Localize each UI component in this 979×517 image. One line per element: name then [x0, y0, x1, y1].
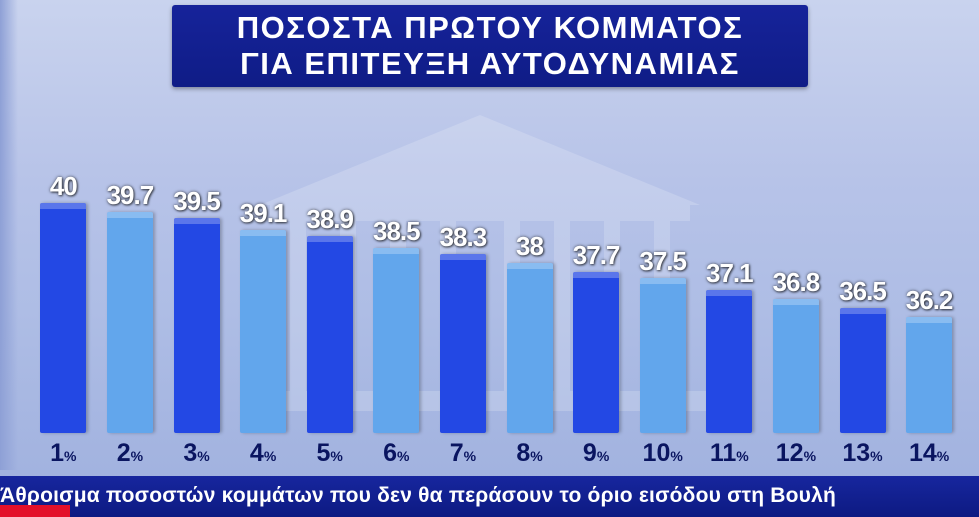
category-label-8: 8% [490, 439, 570, 470]
category-number: 6 [383, 439, 398, 467]
category-label-12: 12% [756, 439, 836, 470]
left-edge-shade [0, 0, 18, 470]
category-percent-sign: % [530, 448, 543, 464]
bar-12 [772, 299, 819, 433]
bar-13 [839, 308, 886, 433]
bar-5 [306, 236, 353, 433]
category-label-5: 5% [290, 439, 370, 470]
category-percent-sign: % [64, 448, 77, 464]
bar-1 [40, 203, 87, 433]
bar-3 [173, 218, 220, 433]
bar-6 [373, 248, 420, 433]
bar-10 [639, 278, 686, 433]
category-label-3: 3% [157, 439, 237, 470]
value-label-6: 38.5 [372, 216, 421, 246]
value-label-4: 39.1 [239, 198, 288, 228]
category-percent-sign: % [130, 448, 144, 464]
category-number: 8 [516, 439, 531, 467]
category-percent-sign: % [463, 448, 477, 464]
category-label-4: 4% [223, 439, 303, 470]
value-label-9: 37.7 [572, 240, 621, 270]
value-label-3: 39.5 [173, 186, 221, 216]
category-number: 11 [709, 439, 737, 467]
value-label-14: 36.2 [905, 285, 954, 315]
category-number: 12 [775, 439, 804, 467]
chart-title-line-1: ΠΟΣΟΣΤΑ ΠΡΩΤΟΥ ΚΟΜΜΑΤΟΣ [236, 10, 744, 45]
bar-8 [506, 263, 553, 433]
bar-4 [240, 230, 287, 433]
category-label-11: 11% [689, 439, 769, 470]
category-percent-sign: % [330, 448, 343, 464]
category-percent-sign: % [397, 448, 410, 464]
category-label-1: 1% [23, 439, 103, 470]
category-percent-sign: % [670, 448, 683, 464]
category-number: 5 [316, 439, 331, 467]
value-label-13: 36.5 [839, 276, 887, 306]
value-label-12: 36.8 [772, 267, 821, 297]
value-label-7: 38.3 [439, 222, 488, 252]
category-percent-sign: % [197, 448, 210, 464]
category-percent-sign: % [870, 448, 883, 464]
chart-title-line-2: ΓΙΑ ΕΠΙΤΕΥΞΗ ΑΥΤΟΔΥΝΑΜΙΑΣ [240, 46, 740, 81]
category-label-2: 2% [90, 439, 170, 470]
ticker-red-accent [0, 505, 70, 517]
category-number: 7 [449, 439, 464, 467]
category-number: 10 [642, 439, 671, 467]
category-label-6: 6% [356, 439, 436, 470]
category-label-13: 13% [823, 439, 903, 470]
category-percent-sign: % [936, 448, 950, 464]
news-ticker: Άθροισμα ποσοστών κομμάτων που δεν θα πε… [0, 476, 979, 517]
bar-14 [906, 317, 953, 433]
category-percent-sign: % [803, 448, 817, 464]
chart-title-box: ΠΟΣΟΣΤΑ ΠΡΩΤΟΥ ΚΟΜΜΑΤΟΣ ΓΙΑ ΕΠΙΤΕΥΞΗ ΑΥΤ… [172, 5, 808, 87]
ticker-text: Άθροισμα ποσοστών κομμάτων που δεν θα πε… [0, 484, 837, 507]
value-label-10: 37.5 [639, 246, 687, 276]
bar-11 [706, 290, 753, 433]
category-number: 9 [582, 439, 597, 467]
bar-9 [573, 272, 620, 433]
bar-7 [439, 254, 486, 433]
category-number: 3 [183, 439, 198, 467]
category-number: 13 [842, 439, 871, 467]
category-percent-sign: % [596, 448, 610, 464]
category-label-9: 9% [556, 439, 636, 470]
category-number: 14 [908, 439, 937, 467]
value-label-2: 39.7 [106, 180, 155, 210]
category-number: 2 [116, 439, 131, 467]
category-number: 4 [249, 439, 264, 467]
category-label-10: 10% [623, 439, 703, 470]
value-label-11: 37.1 [705, 258, 754, 288]
category-number: 1 [50, 439, 65, 467]
category-percent-sign: % [736, 448, 749, 464]
value-label-1: 40 [49, 171, 78, 201]
value-label-8: 38 [516, 231, 544, 261]
bar-2 [106, 212, 153, 433]
value-label-5: 38.9 [306, 204, 354, 234]
category-label-14: 14% [889, 439, 969, 470]
bar-chart: 40 1% 39.7 2% 39.5 3% 39.1 4% 38.9 5% 38.5 6% 38.3 7%… [23, 171, 969, 470]
category-percent-sign: % [263, 448, 277, 464]
category-label-7: 7% [423, 439, 503, 470]
